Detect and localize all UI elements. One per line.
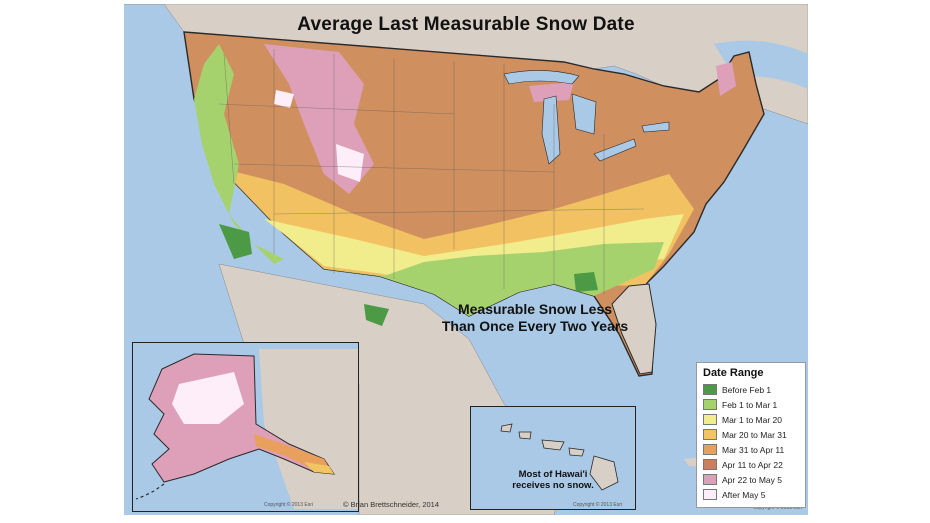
zone-darkgreen-se	[574, 272, 598, 292]
map-figure: Average Last Measurable Snow Date Measur…	[124, 4, 808, 515]
legend-swatch	[703, 414, 717, 425]
zone-white-peaks-2	[274, 90, 294, 108]
legend-label: Apr 11 to Apr 22	[722, 459, 783, 470]
alaska-inset	[132, 342, 359, 512]
hawaii-island-4	[568, 447, 585, 457]
hawaii-note-line-2: receives no snow.	[512, 480, 594, 491]
zone-pink-lakes	[529, 82, 574, 102]
legend-item: Mar 1 to Mar 20	[703, 412, 799, 427]
legend-swatch	[703, 444, 717, 455]
legend-item: Mar 20 to Mar 31	[703, 427, 799, 442]
hawaii-note-line-1: Most of Hawai'i	[518, 469, 588, 480]
legend-swatch	[703, 459, 717, 470]
legend-title: Date Range	[703, 367, 764, 379]
map-title: Average Last Measurable Snow Date	[297, 14, 635, 35]
legend: Date Range Before Feb 1 Feb 1 to Mar 1 M…	[696, 362, 806, 508]
annotation-line-1: Measurable Snow Less	[457, 301, 613, 317]
lake-ontario	[641, 121, 670, 133]
hawaii-island-big	[589, 455, 619, 491]
legend-item: Before Feb 1	[703, 382, 799, 397]
hawaii-island-2	[518, 431, 532, 440]
legend-item: Apr 11 to Apr 22	[703, 457, 799, 472]
legend-label: Mar 1 to Mar 20	[722, 414, 782, 425]
alaska-yellow	[304, 462, 334, 474]
legend-swatch	[703, 489, 717, 500]
hawaii-water	[470, 406, 636, 510]
lake-erie	[593, 138, 637, 162]
legend-label: Before Feb 1	[722, 384, 772, 395]
state-borders	[218, 49, 645, 294]
legend-label: Feb 1 to Mar 1	[722, 399, 778, 410]
legend-swatch	[703, 384, 717, 395]
zone-pink-ne	[716, 62, 736, 96]
zone-green-band	[324, 242, 664, 316]
hawaii-note: Most of Hawai'i receives no snow.	[470, 469, 636, 491]
annotation-line-2: Than Once Every Two Years	[441, 318, 629, 334]
lake-superior	[503, 70, 580, 85]
copyright-alaska: Copyright © 2013 Esri	[264, 502, 313, 508]
florida	[611, 283, 657, 375]
legend-label: Mar 20 to Mar 31	[722, 429, 787, 440]
legend-label: After May 5	[722, 489, 766, 500]
zone-darkgreen-ca	[219, 224, 252, 259]
zone-darkgreen-tx	[364, 304, 389, 326]
legend-swatch	[703, 474, 717, 485]
hawaii-island-3	[541, 439, 565, 451]
canada-ak-land	[259, 349, 359, 509]
legend-swatch	[703, 399, 717, 410]
hudson-water	[714, 40, 808, 89]
legend-item: After May 5	[703, 487, 799, 502]
legend-swatch	[703, 429, 717, 440]
legend-item: Apr 22 to May 5	[703, 472, 799, 487]
snow-date-map	[124, 4, 808, 515]
zone-white-peaks	[336, 144, 364, 182]
legend-label: Apr 22 to May 5	[722, 474, 783, 485]
hawaii-inset	[470, 406, 636, 510]
legend-item: Mar 31 to Apr 11	[703, 442, 799, 457]
aleutians	[135, 483, 165, 500]
lake-huron	[571, 93, 597, 135]
author-credit: © Brian Brettschneider, 2014	[343, 500, 439, 509]
copyright-hawaii: Copyright © 2013 Esri	[573, 502, 622, 508]
hawaii-island-1	[500, 423, 513, 433]
annotation-no-snow: Measurable Snow Less Than Once Every Two…	[420, 301, 650, 335]
alaska-white	[172, 372, 244, 424]
copyright-main: Copyright © 2013 Esri	[753, 505, 802, 511]
zone-green-west	[194, 44, 284, 264]
zone-yellow-band	[264, 214, 684, 294]
legend-item: Feb 1 to Mar 1	[703, 397, 799, 412]
lake-michigan	[541, 95, 561, 165]
legend-label: Mar 31 to Apr 11	[722, 444, 785, 455]
alaska-orange	[254, 434, 332, 472]
